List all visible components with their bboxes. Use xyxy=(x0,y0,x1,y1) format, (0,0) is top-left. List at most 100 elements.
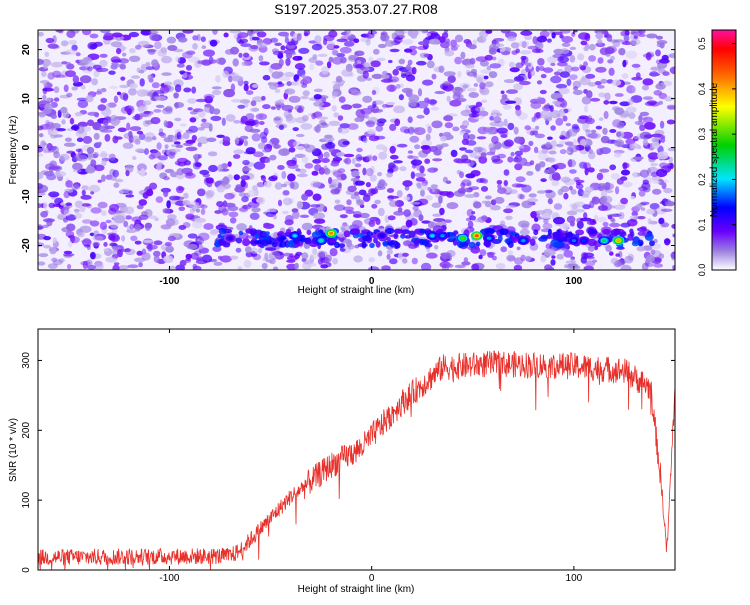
noise-blob xyxy=(536,80,543,85)
noise-blob xyxy=(414,172,426,178)
noise-blob xyxy=(626,219,638,227)
noise-blob xyxy=(536,210,546,215)
y-tick-label: 300 xyxy=(21,352,32,369)
noise-blob xyxy=(241,167,252,172)
noise-blob xyxy=(636,227,647,232)
noise-blob xyxy=(513,264,523,270)
noise-blob xyxy=(298,168,307,174)
noise-blob xyxy=(90,159,97,167)
noise-blob xyxy=(531,223,541,232)
noise-blob xyxy=(258,55,264,62)
noise-blob xyxy=(262,148,271,153)
noise-blob xyxy=(253,161,266,170)
noise-blob xyxy=(343,153,355,158)
noise-blob xyxy=(596,216,608,223)
noise-blob xyxy=(346,199,352,206)
noise-blob xyxy=(514,257,524,265)
noise-blob xyxy=(507,156,514,163)
noise-blob xyxy=(423,107,430,115)
signal-blob xyxy=(497,234,503,242)
noise-blob xyxy=(38,171,44,180)
noise-blob xyxy=(286,255,299,261)
noise-blob xyxy=(431,73,437,80)
noise-blob xyxy=(62,111,70,119)
noise-blob xyxy=(568,159,573,168)
noise-blob xyxy=(94,263,104,270)
noise-blob xyxy=(323,151,330,159)
noise-blob xyxy=(240,179,246,188)
noise-blob xyxy=(521,41,527,48)
noise-blob xyxy=(239,135,249,140)
noise-blob xyxy=(201,45,207,50)
noise-blob xyxy=(656,168,668,178)
noise-blob xyxy=(192,108,204,113)
noise-blob xyxy=(583,212,588,220)
noise-blob xyxy=(287,163,299,169)
noise-blob xyxy=(192,43,198,50)
noise-blob xyxy=(240,43,252,48)
noise-blob xyxy=(386,102,396,106)
noise-blob xyxy=(546,38,552,43)
noise-blob xyxy=(589,43,596,51)
noise-blob xyxy=(565,260,577,265)
noise-blob xyxy=(520,30,533,36)
noise-blob xyxy=(438,65,445,73)
noise-blob xyxy=(583,252,595,258)
noise-blob xyxy=(342,158,349,164)
noise-blob xyxy=(205,177,214,184)
noise-blob xyxy=(624,255,634,264)
noise-blob xyxy=(537,58,545,66)
signal-blob xyxy=(608,234,614,239)
noise-blob xyxy=(603,100,610,105)
snr-y-axis-label: SNR (10 * v/v) xyxy=(8,418,19,482)
noise-blob xyxy=(530,211,537,219)
noise-blob xyxy=(46,97,52,102)
noise-blob xyxy=(616,178,624,185)
noise-blob xyxy=(41,58,52,67)
noise-blob xyxy=(595,32,604,40)
noise-blob xyxy=(99,53,108,58)
noise-blob xyxy=(354,117,361,123)
noise-blob xyxy=(648,72,661,77)
noise-blob xyxy=(111,59,123,63)
noise-blob xyxy=(138,69,145,74)
noise-blob xyxy=(141,252,151,261)
noise-blob xyxy=(38,184,49,193)
noise-blob xyxy=(403,128,410,134)
noise-blob xyxy=(374,199,381,205)
noise-blob xyxy=(75,52,81,57)
noise-blob xyxy=(195,257,205,262)
noise-blob xyxy=(48,202,56,209)
noise-blob xyxy=(63,142,76,147)
noise-blob xyxy=(646,208,655,215)
noise-blob xyxy=(387,195,399,199)
noise-blob xyxy=(658,253,665,259)
noise-blob xyxy=(554,162,567,170)
noise-blob xyxy=(659,120,665,129)
noise-blob xyxy=(350,177,360,182)
noise-blob xyxy=(256,182,265,188)
noise-blob xyxy=(139,78,145,87)
noise-blob xyxy=(97,104,107,111)
noise-blob xyxy=(174,117,182,122)
noise-blob xyxy=(64,137,72,142)
noise-blob xyxy=(229,217,237,224)
noise-blob xyxy=(161,108,173,115)
noise-blob xyxy=(473,146,484,152)
noise-blob xyxy=(420,189,425,197)
noise-blob xyxy=(286,51,297,56)
noise-blob xyxy=(393,160,403,164)
noise-blob xyxy=(642,78,654,86)
noise-blob xyxy=(64,188,74,193)
noise-blob xyxy=(185,213,195,220)
noise-blob xyxy=(252,96,264,103)
noise-blob xyxy=(550,75,562,84)
noise-blob xyxy=(589,219,597,225)
noise-blob xyxy=(58,258,65,263)
noise-blob xyxy=(386,249,393,255)
noise-blob xyxy=(553,203,563,210)
noise-blob xyxy=(598,117,604,121)
signal-blob xyxy=(218,227,227,235)
noise-blob xyxy=(53,86,60,94)
noise-blob xyxy=(426,60,435,69)
